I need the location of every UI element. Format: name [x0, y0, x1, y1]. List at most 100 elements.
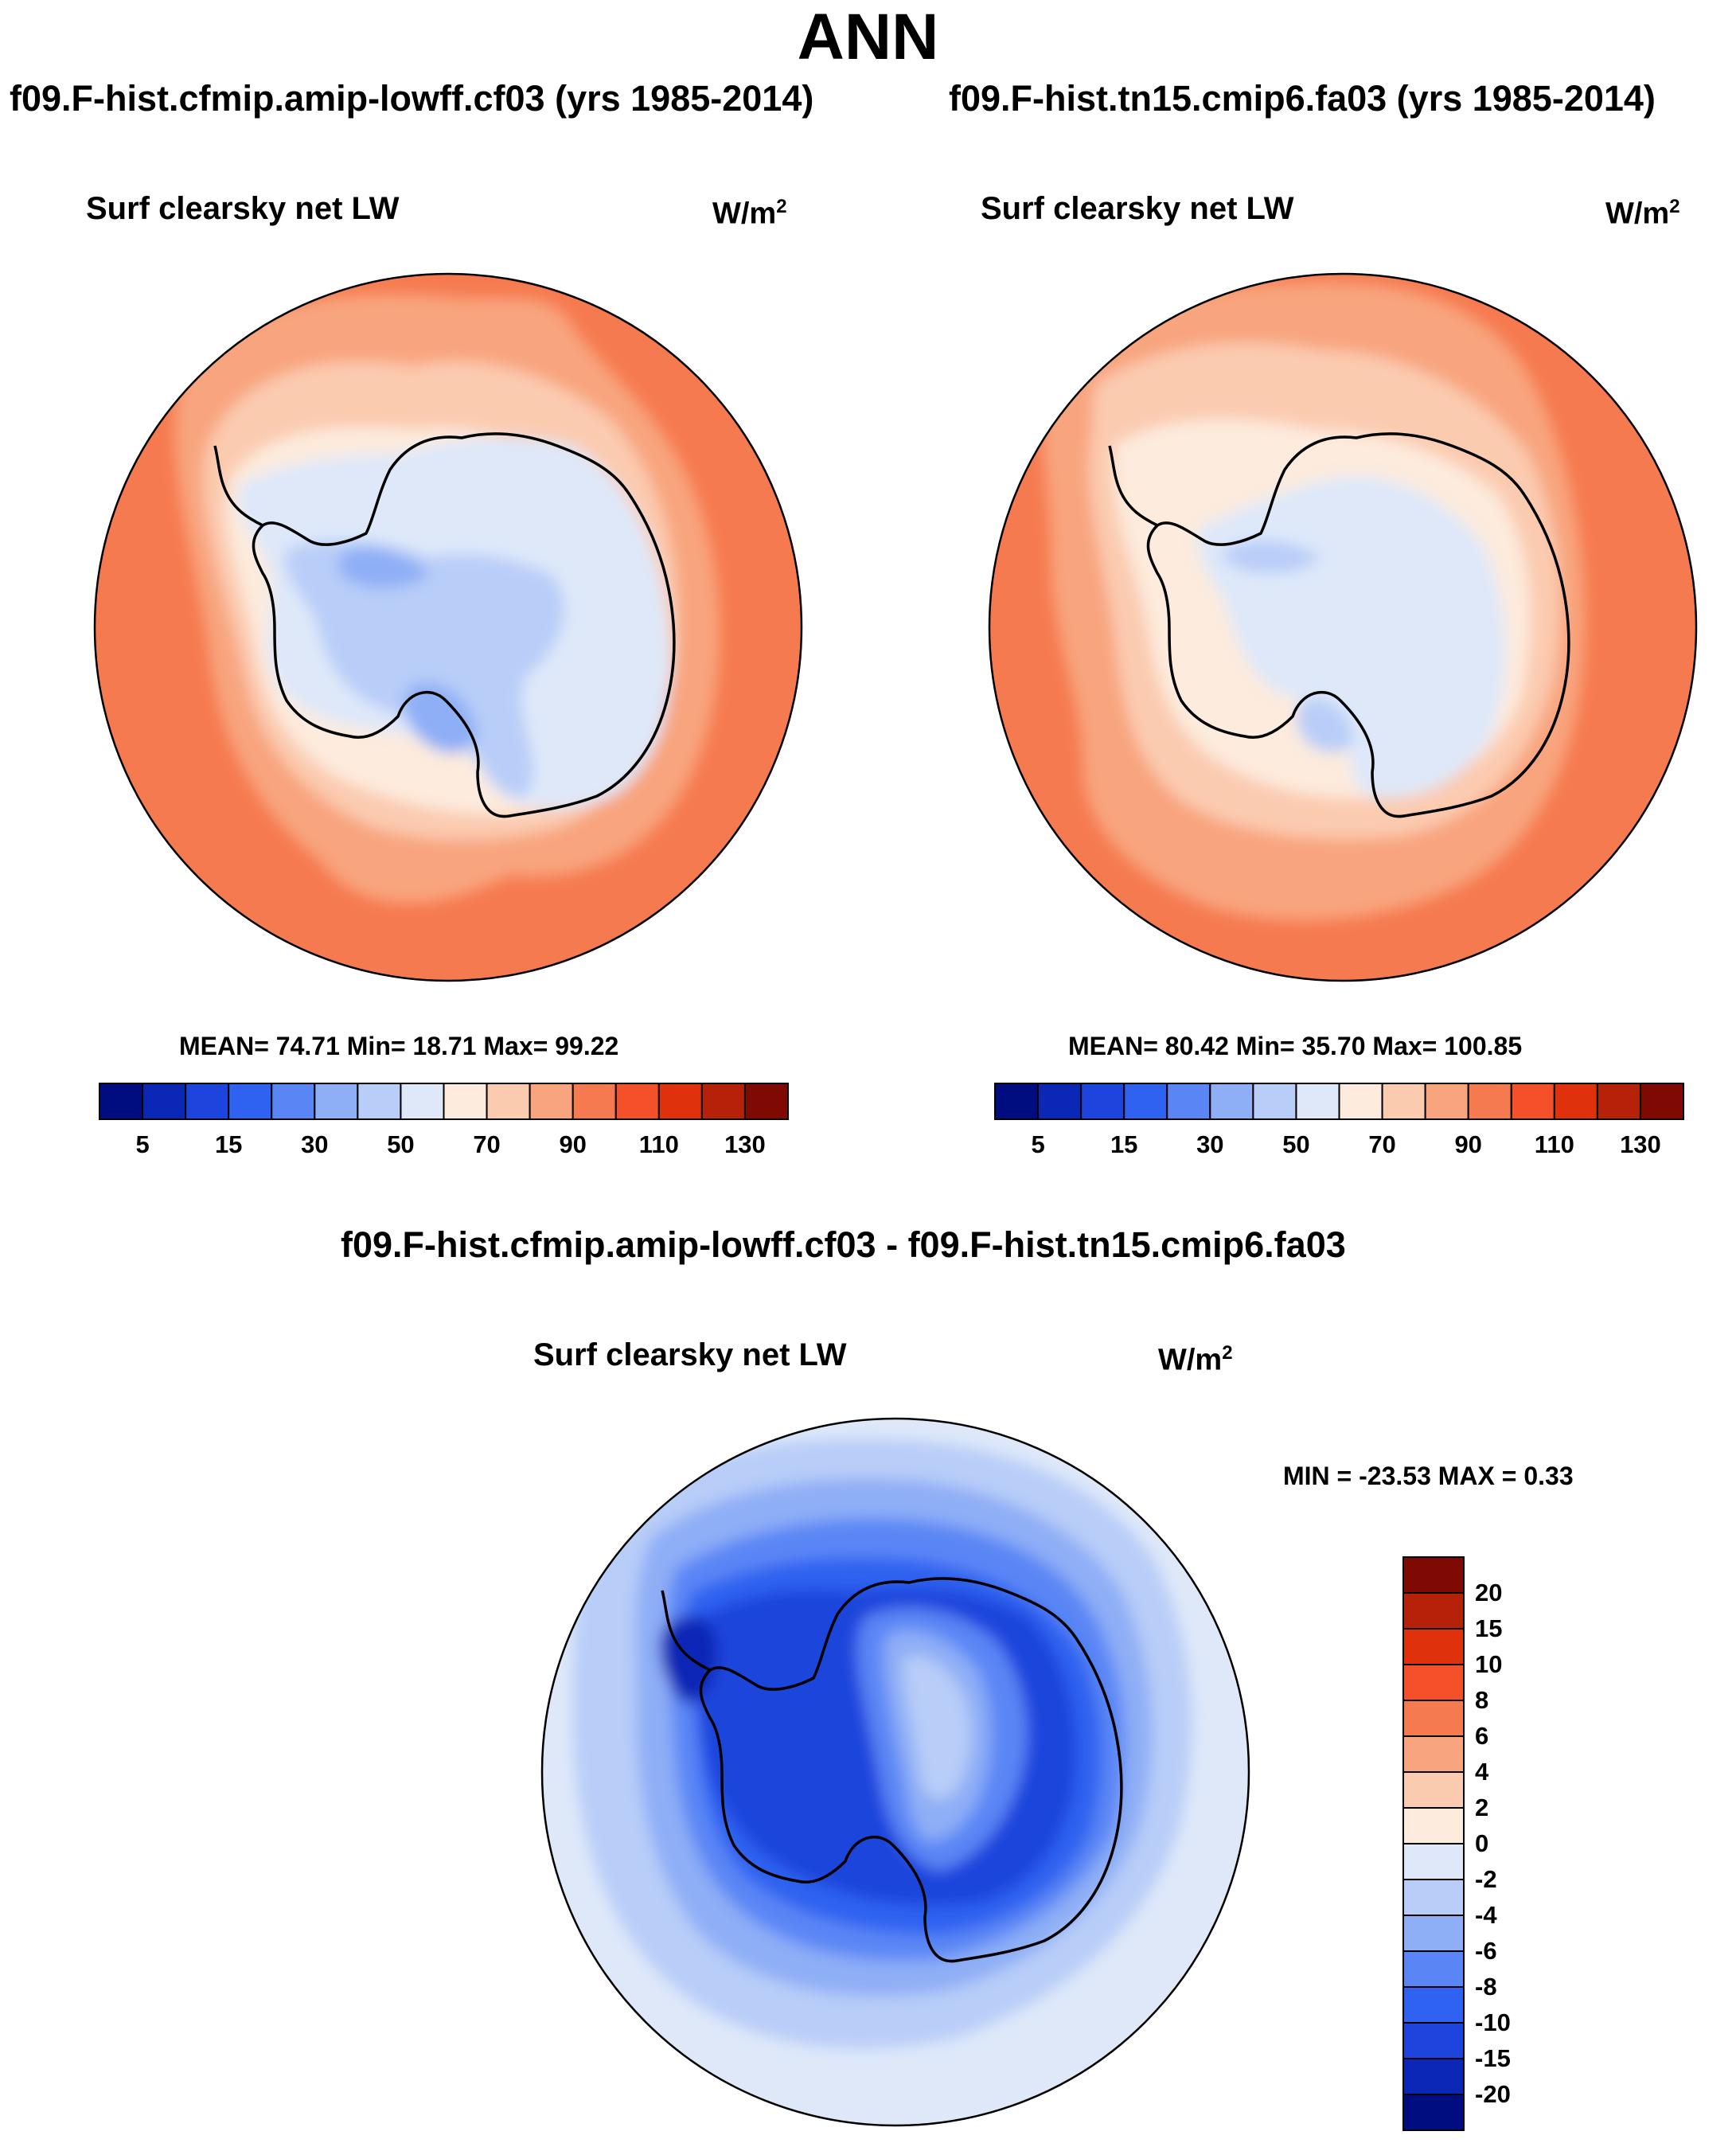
panel-2-title: f09.F-hist.tn15.cmip6.fa03 (yrs 1985-201…	[949, 78, 1656, 119]
colorbar-1	[99, 1083, 789, 1120]
map-2-peninsula	[1108, 445, 1158, 527]
panel-2-stats: MEAN= 80.42 Min= 35.70 Max= 100.85	[1068, 1032, 1523, 1060]
colorbar-3-swatch-12	[1402, 1986, 1465, 2024]
colorbar-2-swatch-5	[1209, 1083, 1254, 1120]
panel-3-variable-label: Surf clearsky net LW	[533, 1337, 847, 1372]
colorbar-3-swatch-8	[1402, 1843, 1465, 1880]
colorbar-3-swatch-2	[1402, 1628, 1465, 1665]
colorbar-1-tick-label: 70	[473, 1130, 501, 1158]
colorbar-2-swatch-6	[1252, 1083, 1297, 1120]
map-panel-1	[93, 272, 803, 982]
map-1-peninsula	[213, 445, 263, 527]
colorbar-1-swatch-8	[443, 1083, 488, 1120]
panel-3-units: W/m2	[1158, 1342, 1233, 1377]
colorbar-2-swatch-11	[1467, 1083, 1512, 1120]
colorbar-1-swatch-9	[486, 1083, 531, 1120]
colorbar-1-tick-label: 5	[135, 1130, 150, 1158]
panel-2-units: W/m2	[1605, 196, 1680, 231]
colorbar-2-swatch-15	[1639, 1083, 1684, 1120]
colorbar-3-tick-label: -20	[1475, 2080, 1511, 2108]
map-2-contour-50b	[1223, 541, 1321, 573]
colorbar-1-swatch-7	[400, 1083, 445, 1120]
map-2-contour-50	[1296, 699, 1353, 752]
colorbar-2-tick-label: 130	[1620, 1130, 1661, 1158]
colorbar-2-tick-label: 110	[1534, 1130, 1574, 1158]
panel-1-units: W/m2	[712, 196, 787, 231]
colorbar-1-swatch-10	[529, 1083, 574, 1120]
main-title: ANN	[797, 1, 939, 73]
map-panel-3	[540, 1417, 1250, 2127]
panel-2-variable-label: Surf clearsky net LW	[981, 191, 1294, 226]
colorbar-2-swatch-1	[1037, 1083, 1083, 1120]
map-3-boundary	[540, 1417, 1250, 2127]
colorbar-1-tick-label: 50	[387, 1130, 415, 1158]
colorbar-2-tick-label: 70	[1368, 1130, 1396, 1158]
colorbar-3-tick-label: -10	[1475, 2008, 1511, 2036]
colorbar-1-swatch-15	[743, 1083, 789, 1120]
colorbar-3-swatch-15	[1402, 2094, 1465, 2131]
map-2-boundary	[988, 272, 1698, 982]
colorbar-3-swatch-4	[1402, 1700, 1465, 1737]
colorbar-3-swatch-7	[1402, 1807, 1465, 1844]
colorbar-2-tick-label: 30	[1196, 1130, 1224, 1158]
colorbar-1-tick-label: 110	[638, 1130, 679, 1158]
panel-3-title: f09.F-hist.cfmip.amip-lowff.cf03 - f09.F…	[341, 1224, 1346, 1265]
colorbar-2-swatch-14	[1596, 1083, 1641, 1120]
colorbar-3-tick-label: -6	[1475, 1937, 1497, 1965]
colorbar-2-swatch-13	[1553, 1083, 1598, 1120]
colorbar-1-tick-label: 90	[559, 1130, 587, 1158]
panel-1-title: f09.F-hist.cfmip.amip-lowff.cf03 (yrs 19…	[10, 78, 814, 119]
colorbar-2-swatch-0	[994, 1083, 1040, 1120]
colorbar-3-tick-label: 4	[1475, 1758, 1489, 1786]
panel-3-stats: MIN = -23.53 MAX = 0.33	[1283, 1462, 1574, 1490]
colorbar-2-swatch-4	[1166, 1083, 1211, 1120]
colorbar-1-swatch-3	[228, 1083, 273, 1120]
colorbar-1-swatch-6	[357, 1083, 402, 1120]
colorbar-2-tick-label: 50	[1282, 1130, 1310, 1158]
colorbar-2-tick-label: 5	[1031, 1130, 1045, 1158]
map-1-contour-40b	[338, 547, 430, 588]
map-1-boundary	[93, 272, 803, 982]
colorbar-3-tick-label: 2	[1475, 1794, 1489, 1821]
colorbar-3-tick-label: 15	[1475, 1614, 1503, 1642]
colorbar-3-swatch-14	[1402, 2058, 1465, 2095]
map-1-coastline	[252, 432, 676, 818]
colorbar-2-swatch-3	[1123, 1083, 1168, 1120]
colorbar-3-tick-label: 20	[1475, 1579, 1503, 1606]
colorbar-1-swatch-14	[700, 1083, 746, 1120]
colorbar-1-swatch-1	[142, 1083, 187, 1120]
colorbar-3-tick-label: -8	[1475, 1973, 1497, 2001]
colorbar-3-swatch-11	[1402, 1950, 1465, 1988]
colorbar-1-swatch-0	[99, 1083, 144, 1120]
colorbar-1-tick-label: 15	[214, 1130, 243, 1158]
colorbar-2-tick-label: 90	[1454, 1130, 1482, 1158]
colorbar-1-tick-label: 30	[301, 1130, 329, 1158]
colorbar-2-swatch-10	[1424, 1083, 1469, 1120]
colorbar-3-swatch-13	[1402, 2022, 1465, 2059]
colorbar-2-tick-label: 15	[1110, 1130, 1138, 1158]
colorbar-1-swatch-13	[657, 1083, 703, 1120]
map-panel-2	[988, 272, 1698, 982]
colorbar-2	[994, 1083, 1684, 1120]
colorbar-3-swatch-5	[1402, 1735, 1465, 1773]
panel-1-stats: MEAN= 74.71 Min= 18.71 Max= 99.22	[179, 1032, 619, 1060]
map-1-contour-50	[285, 541, 564, 798]
colorbar-3-tick-label: -2	[1475, 1865, 1497, 1893]
map-3-contour-minus2-interior	[903, 1655, 971, 1800]
colorbar-3-tick-label: 0	[1475, 1829, 1489, 1857]
colorbar-3-tick-label: -15	[1475, 2044, 1511, 2072]
colorbar-1-swatch-2	[185, 1083, 230, 1120]
map-3-coastline	[699, 1577, 1123, 1963]
colorbar-3-tick-label: 6	[1475, 1722, 1489, 1750]
colorbar-3-swatch-6	[1402, 1771, 1465, 1809]
colorbar-3-swatch-1	[1402, 1592, 1465, 1630]
colorbar-3-swatch-0	[1402, 1556, 1465, 1594]
colorbar-3-tick-label: 8	[1475, 1686, 1489, 1714]
panel-1-variable-label: Surf clearsky net LW	[86, 191, 400, 226]
map-2-coastline	[1146, 432, 1570, 818]
colorbar-2-swatch-7	[1295, 1083, 1340, 1120]
colorbar-3-tick-label: -4	[1475, 1901, 1497, 1929]
colorbar-1-tick-label: 130	[724, 1130, 766, 1158]
map-3-peninsula	[661, 1590, 711, 1672]
colorbar-3-tick-label: 10	[1475, 1650, 1503, 1678]
